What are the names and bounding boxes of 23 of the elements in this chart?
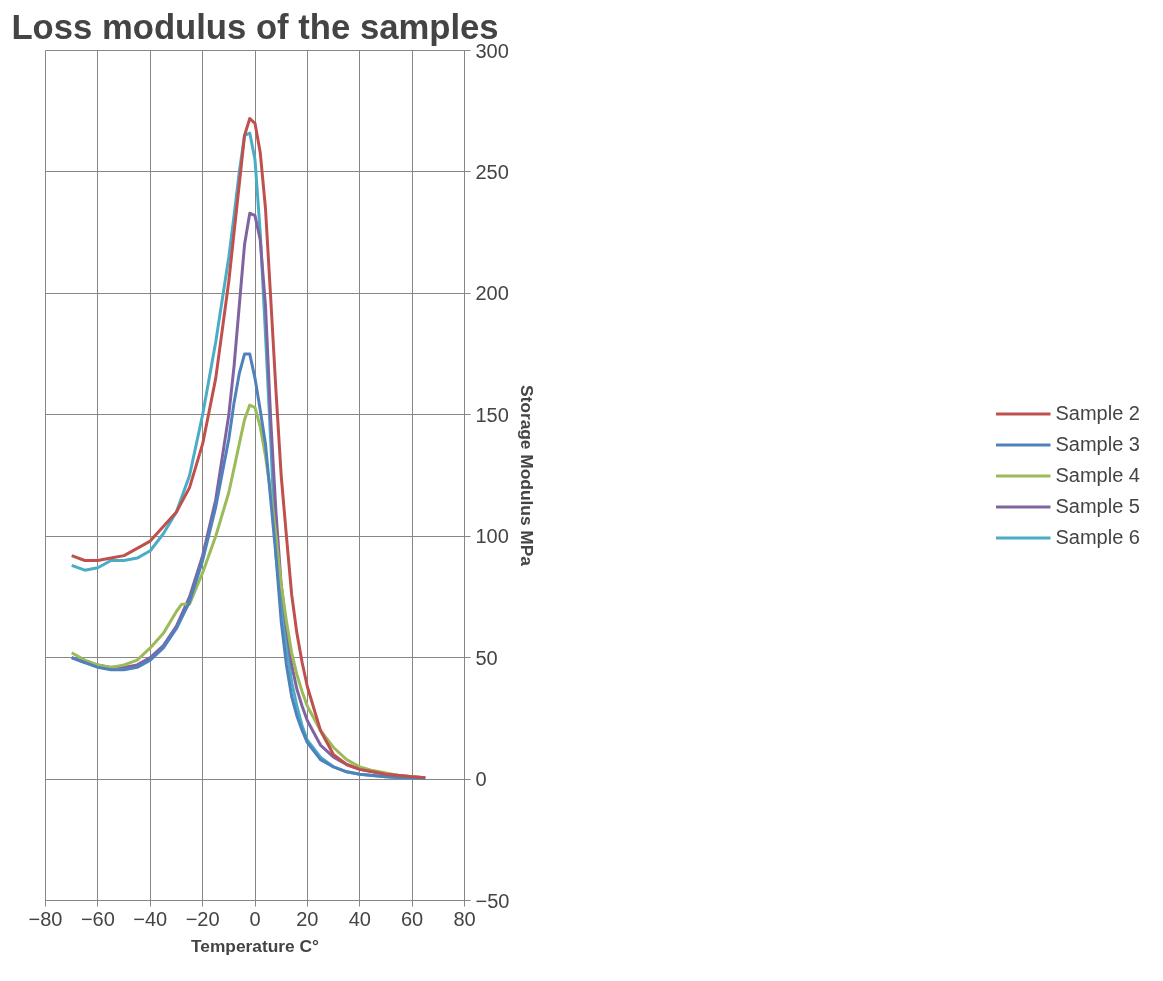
- y-axis-title: Storage Modulus MPa: [517, 385, 538, 567]
- y-tick-label: 250: [475, 160, 509, 183]
- x-tick-label: 20: [296, 907, 319, 930]
- legend-label: Sample 5: [1055, 494, 1140, 518]
- y-tick-label: 150: [475, 403, 509, 426]
- y-tick-label: 200: [475, 282, 509, 305]
- x-tick-label: −80: [28, 907, 63, 930]
- x-tick-label: −40: [133, 907, 168, 930]
- legend-label: Sample 2: [1055, 401, 1140, 425]
- y-tick-label: −50: [475, 889, 510, 912]
- legend-label: Sample 6: [1055, 525, 1140, 549]
- legend-label: Sample 4: [1055, 463, 1140, 487]
- y-tick-label: 100: [475, 525, 509, 548]
- x-tick-label: −60: [80, 907, 115, 930]
- x-tick-label: 40: [348, 907, 371, 930]
- y-tick-label: 0: [475, 768, 487, 791]
- y-tick-label: 50: [475, 646, 498, 669]
- x-tick-label: −20: [185, 907, 220, 930]
- x-tick-label: 0: [249, 907, 261, 930]
- x-tick-label: 60: [401, 907, 424, 930]
- legend-label: Sample 3: [1055, 432, 1140, 456]
- x-tick-label: 80: [453, 907, 476, 930]
- x-axis-title: Temperature C°: [191, 935, 320, 956]
